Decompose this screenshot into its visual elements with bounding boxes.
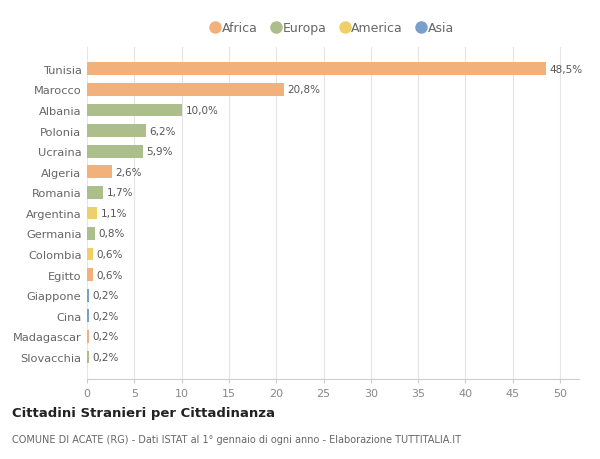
- Bar: [87, 289, 89, 302]
- Bar: [87, 351, 89, 364]
- Bar: [87, 125, 146, 138]
- Bar: [87, 207, 97, 220]
- Text: 10,0%: 10,0%: [185, 106, 218, 116]
- Text: Cittadini Stranieri per Cittadinanza: Cittadini Stranieri per Cittadinanza: [12, 406, 275, 419]
- Bar: [87, 63, 546, 76]
- Text: 48,5%: 48,5%: [550, 65, 583, 74]
- Text: 0,6%: 0,6%: [97, 270, 123, 280]
- Legend: Africa, Europa, America, Asia: Africa, Europa, America, Asia: [212, 22, 454, 35]
- Text: COMUNE DI ACATE (RG) - Dati ISTAT al 1° gennaio di ogni anno - Elaborazione TUTT: COMUNE DI ACATE (RG) - Dati ISTAT al 1° …: [12, 434, 461, 444]
- Text: 6,2%: 6,2%: [149, 126, 176, 136]
- Text: 1,7%: 1,7%: [107, 188, 133, 198]
- Text: 20,8%: 20,8%: [287, 85, 320, 95]
- Bar: [87, 104, 182, 117]
- Text: 0,2%: 0,2%: [92, 332, 119, 341]
- Text: 5,9%: 5,9%: [146, 147, 173, 157]
- Bar: [87, 84, 284, 96]
- Text: 0,2%: 0,2%: [92, 311, 119, 321]
- Bar: [87, 186, 103, 199]
- Text: 2,6%: 2,6%: [115, 168, 142, 177]
- Bar: [87, 310, 89, 323]
- Text: 1,1%: 1,1%: [101, 208, 128, 218]
- Text: 0,6%: 0,6%: [97, 250, 123, 259]
- Text: 0,2%: 0,2%: [92, 353, 119, 362]
- Bar: [87, 248, 92, 261]
- Text: 0,8%: 0,8%: [98, 229, 125, 239]
- Bar: [87, 269, 92, 281]
- Bar: [87, 228, 95, 241]
- Bar: [87, 146, 143, 158]
- Text: 0,2%: 0,2%: [92, 291, 119, 301]
- Bar: [87, 330, 89, 343]
- Bar: [87, 166, 112, 179]
